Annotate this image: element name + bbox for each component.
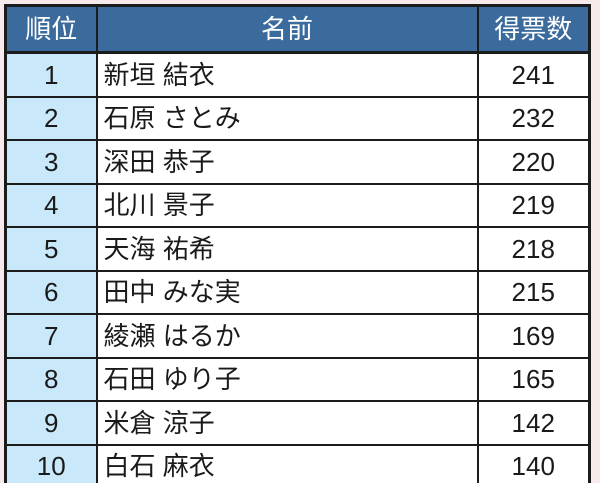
name-cell: 天海 祐希: [95, 226, 479, 272]
name-cell: 田中 みな実: [95, 269, 479, 315]
name-cell: 深田 恭子: [95, 139, 479, 185]
table-row: 9 米倉 涼子 142: [4, 400, 591, 446]
name-cell: 石原 さとみ: [95, 95, 479, 141]
votes-cell: 218: [476, 226, 591, 272]
rank-cell: 8: [4, 356, 98, 402]
table-row: 1 新垣 結衣 241: [4, 51, 591, 98]
header-rank: 順位: [4, 4, 98, 54]
table-row: 5 天海 祐希 218: [4, 226, 591, 272]
header-name: 名前: [95, 4, 479, 54]
votes-cell: 219: [476, 182, 591, 228]
rank-cell: 3: [4, 139, 98, 185]
table-row: 2 石原 さとみ 232: [4, 95, 591, 141]
table-row: 6 田中 みな実 215: [4, 269, 591, 315]
name-cell: 北川 景子: [95, 182, 479, 228]
table-row: 10 白石 麻衣 140: [4, 443, 591, 483]
votes-cell: 241: [476, 51, 591, 98]
votes-cell: 215: [476, 269, 591, 315]
table-row: 3 深田 恭子 220: [4, 139, 591, 185]
rank-cell: 9: [4, 400, 98, 446]
votes-cell: 220: [476, 139, 591, 185]
votes-cell: 140: [476, 443, 591, 483]
name-cell: 石田 ゆり子: [95, 356, 479, 402]
votes-cell: 165: [476, 356, 591, 402]
name-cell: 米倉 涼子: [95, 400, 479, 446]
rank-cell: 6: [4, 269, 98, 315]
name-cell: 白石 麻衣: [95, 443, 479, 483]
header-votes: 得票数: [476, 4, 591, 54]
table-row: 4 北川 景子 219: [4, 182, 591, 228]
votes-cell: 142: [476, 400, 591, 446]
rank-cell: 2: [4, 95, 98, 141]
rank-cell: 10: [4, 443, 98, 483]
name-cell: 綾瀬 はるか: [95, 313, 479, 359]
table-row: 7 綾瀬 はるか 169: [4, 313, 591, 359]
rank-cell: 1: [4, 51, 98, 98]
votes-cell: 169: [476, 313, 591, 359]
header-row: 順位 名前 得票数: [4, 4, 591, 54]
rank-cell: 4: [4, 182, 98, 228]
table-row: 8 石田 ゆり子 165: [4, 356, 591, 402]
name-cell: 新垣 結衣: [95, 51, 479, 98]
rank-cell: 7: [4, 313, 98, 359]
ranking-table: 順位 名前 得票数 1 新垣 結衣 241 2 石原 さとみ 232 3 深田 恭子 220 4 北…: [4, 4, 591, 483]
rank-cell: 5: [4, 226, 98, 272]
votes-cell: 232: [476, 95, 591, 141]
